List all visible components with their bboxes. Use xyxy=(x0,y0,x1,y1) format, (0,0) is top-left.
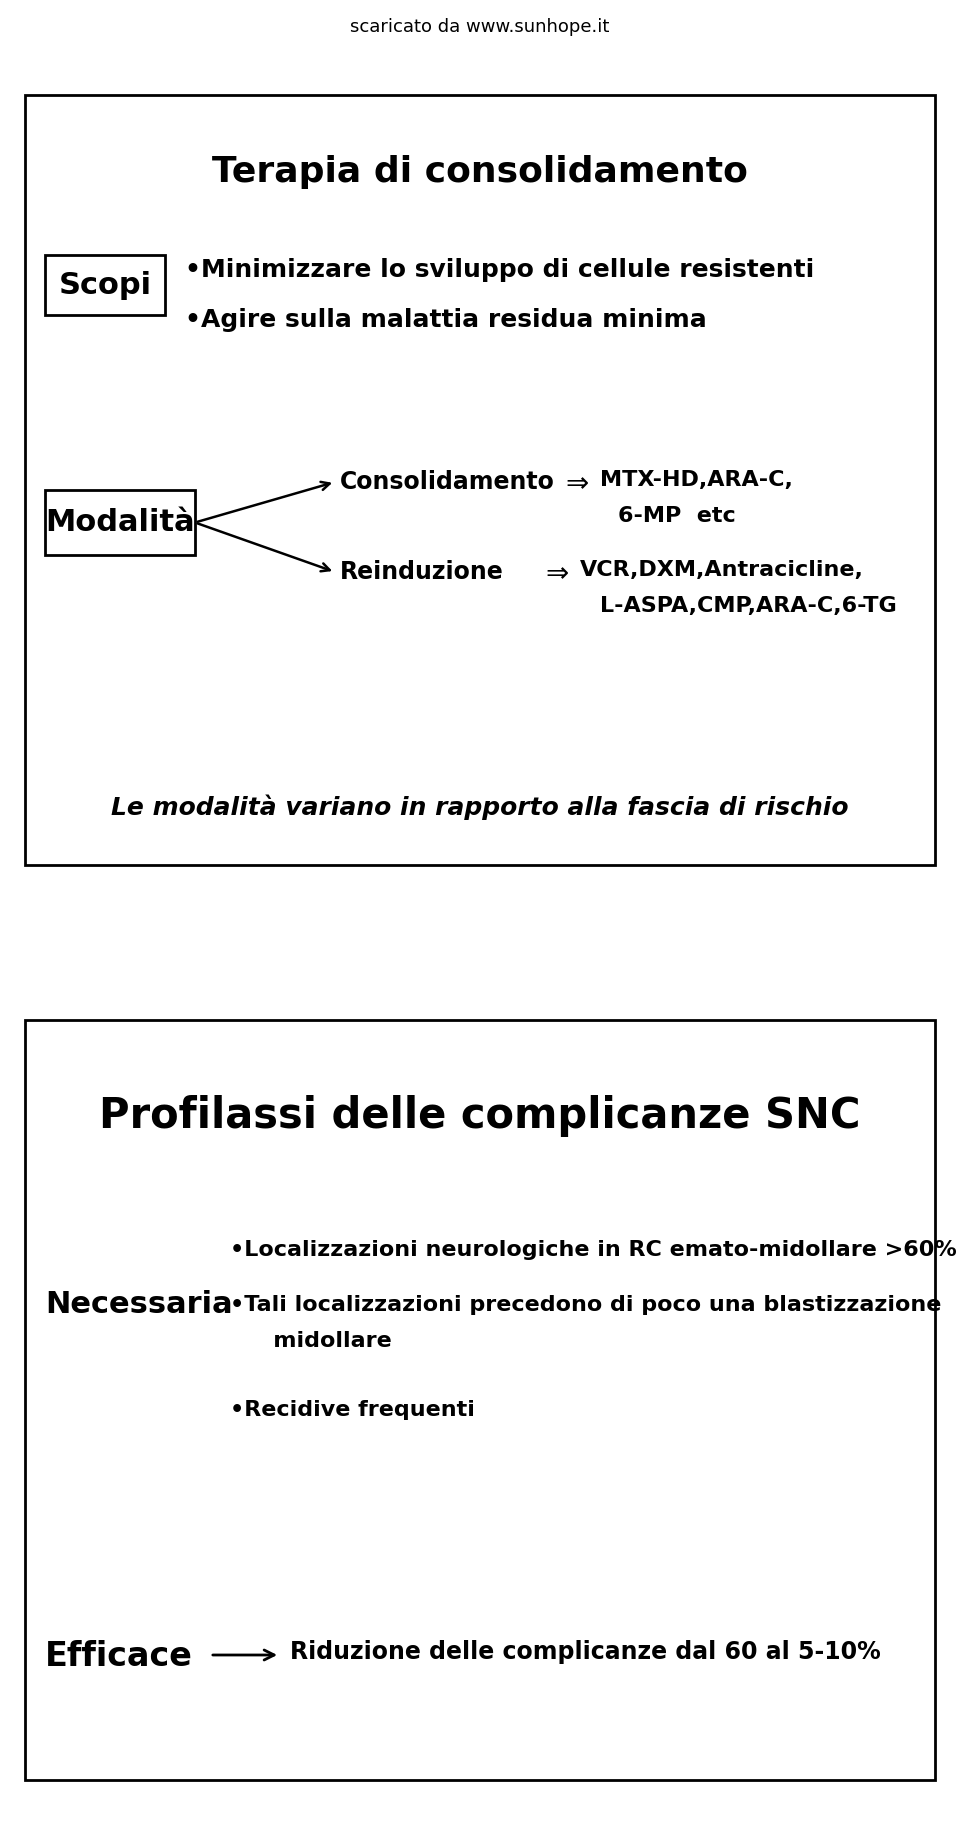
Text: ⇒: ⇒ xyxy=(565,470,588,498)
Text: L-ASPA,CMP,ARA-C,6-TG: L-ASPA,CMP,ARA-C,6-TG xyxy=(600,595,897,616)
Bar xyxy=(45,254,165,315)
Text: ⇒: ⇒ xyxy=(545,560,568,588)
Text: •Recidive frequenti: •Recidive frequenti xyxy=(230,1401,475,1419)
Text: VCR,DXM,Antracicline,: VCR,DXM,Antracicline, xyxy=(580,560,864,581)
Text: Scopi: Scopi xyxy=(59,271,152,300)
Text: Efficace: Efficace xyxy=(45,1640,193,1673)
Text: midollare: midollare xyxy=(250,1331,392,1351)
Text: •Agire sulla malattia residua minima: •Agire sulla malattia residua minima xyxy=(185,308,707,332)
Text: Terapia di consolidamento: Terapia di consolidamento xyxy=(212,155,748,190)
Text: •Localizzazioni neurologiche in RC emato-midollare >60%: •Localizzazioni neurologiche in RC emato… xyxy=(230,1240,957,1261)
Text: •Tali localizzazioni precedono di poco una blastizzazione: •Tali localizzazioni precedono di poco u… xyxy=(230,1296,942,1316)
Text: •Minimizzare lo sviluppo di cellule resistenti: •Minimizzare lo sviluppo di cellule resi… xyxy=(185,258,814,282)
Text: Riduzione delle complicanze dal 60 al 5-10%: Riduzione delle complicanze dal 60 al 5-… xyxy=(290,1640,880,1664)
Text: Reinduzione: Reinduzione xyxy=(340,560,504,584)
Text: 6-MP  etc: 6-MP etc xyxy=(618,507,735,525)
Text: MTX-HD,ARA-C,: MTX-HD,ARA-C, xyxy=(600,470,793,490)
Text: Profilassi delle complicanze SNC: Profilassi delle complicanze SNC xyxy=(99,1095,861,1137)
Bar xyxy=(25,96,935,864)
Text: Consolidamento: Consolidamento xyxy=(340,470,555,494)
Text: scaricato da www.sunhope.it: scaricato da www.sunhope.it xyxy=(350,18,610,37)
Bar xyxy=(45,490,195,555)
Bar xyxy=(25,1019,935,1780)
Text: Le modalità variano in rapporto alla fascia di rischio: Le modalità variano in rapporto alla fas… xyxy=(111,794,849,820)
Text: Modalità: Modalità xyxy=(45,509,195,536)
Text: Necessaria: Necessaria xyxy=(45,1290,232,1320)
